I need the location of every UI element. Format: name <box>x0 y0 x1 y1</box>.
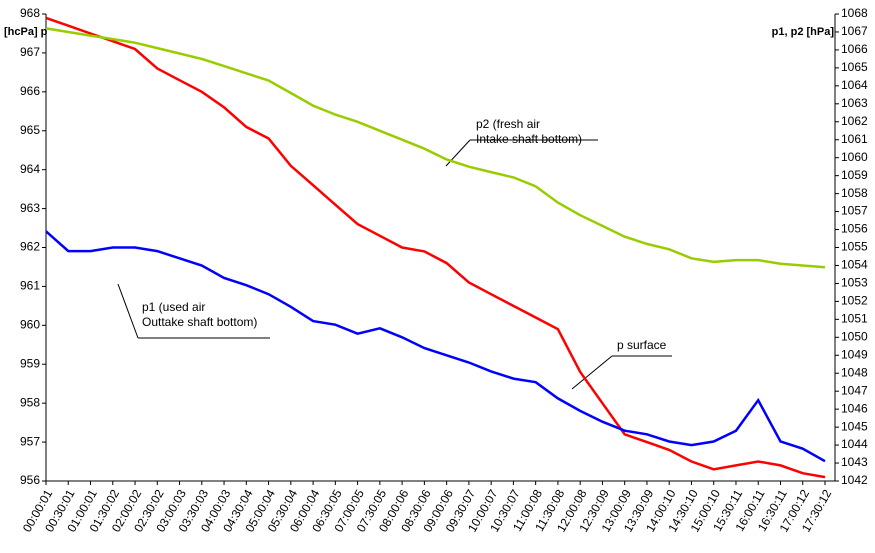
y2-tick-label: 1042 <box>841 473 868 487</box>
y-tick-label: 966 <box>20 84 40 98</box>
series-line <box>45 230 826 463</box>
y2-tick-label: 1062 <box>841 114 868 128</box>
leader-line <box>117 283 139 339</box>
y2-tick-label: 1061 <box>841 132 868 146</box>
y2-tick-label: 1044 <box>841 437 868 451</box>
y2-tick-label: 1056 <box>841 222 868 236</box>
series-line <box>45 16 826 479</box>
y2-tick-label: 1052 <box>841 294 868 308</box>
y-tick-label: 957 <box>20 434 40 448</box>
annotation: p2 (fresh air <box>476 117 540 131</box>
y2-tick-label: 1053 <box>841 276 868 290</box>
y2-tick-label: 1068 <box>841 6 868 20</box>
y2-tick-label: 1058 <box>841 186 868 200</box>
y2-tick-label: 1051 <box>841 312 868 326</box>
y2-tick-label: 1063 <box>841 96 868 110</box>
y2-tick-label: 1046 <box>841 401 868 415</box>
y-tick-label: 965 <box>20 123 40 137</box>
leader-line <box>571 355 613 390</box>
y-axis-label: [hcPa] p <box>4 26 48 38</box>
y2-tick-label: 1050 <box>841 329 868 343</box>
y2-tick-label: 1057 <box>841 204 868 218</box>
y-tick-label: 964 <box>20 162 40 176</box>
y2-tick-label: 1047 <box>841 383 868 397</box>
y2-tick-label: 1049 <box>841 347 868 361</box>
y2-tick-label: 1064 <box>841 78 868 92</box>
series-line <box>45 27 826 269</box>
y-tick-label: 961 <box>20 279 40 293</box>
y2-tick-label: 1055 <box>841 240 868 254</box>
annotation: Outtake shaft bottom) <box>142 315 257 329</box>
y2-tick-label: 1059 <box>841 168 868 182</box>
y2-tick-label: 1060 <box>841 150 868 164</box>
y2-tick-label: 1065 <box>841 60 868 74</box>
y2-tick-label: 1048 <box>841 365 868 379</box>
y2-tick-label: 1045 <box>841 419 868 433</box>
y2-tick-label: 1067 <box>841 24 868 38</box>
y2-axis-label: p1, p2 [hPa] <box>772 26 835 38</box>
annotation: Intake shaft bottom) <box>476 132 582 146</box>
y-tick-label: 968 <box>20 6 40 20</box>
y-tick-label: 963 <box>20 201 40 215</box>
y-tick-label: 959 <box>20 356 40 370</box>
y-tick-label: 956 <box>20 473 40 487</box>
y2-tick-label: 1066 <box>841 42 868 56</box>
y-tick-label: 962 <box>20 240 40 254</box>
y-tick-label: 960 <box>20 318 40 332</box>
annotation: p1 (used air <box>142 300 205 314</box>
annotation: p surface <box>617 338 667 352</box>
y-tick-label: 967 <box>20 45 40 59</box>
y-tick-label: 958 <box>20 395 40 409</box>
y2-tick-label: 1054 <box>841 258 868 272</box>
y2-tick-label: 1043 <box>841 455 868 469</box>
